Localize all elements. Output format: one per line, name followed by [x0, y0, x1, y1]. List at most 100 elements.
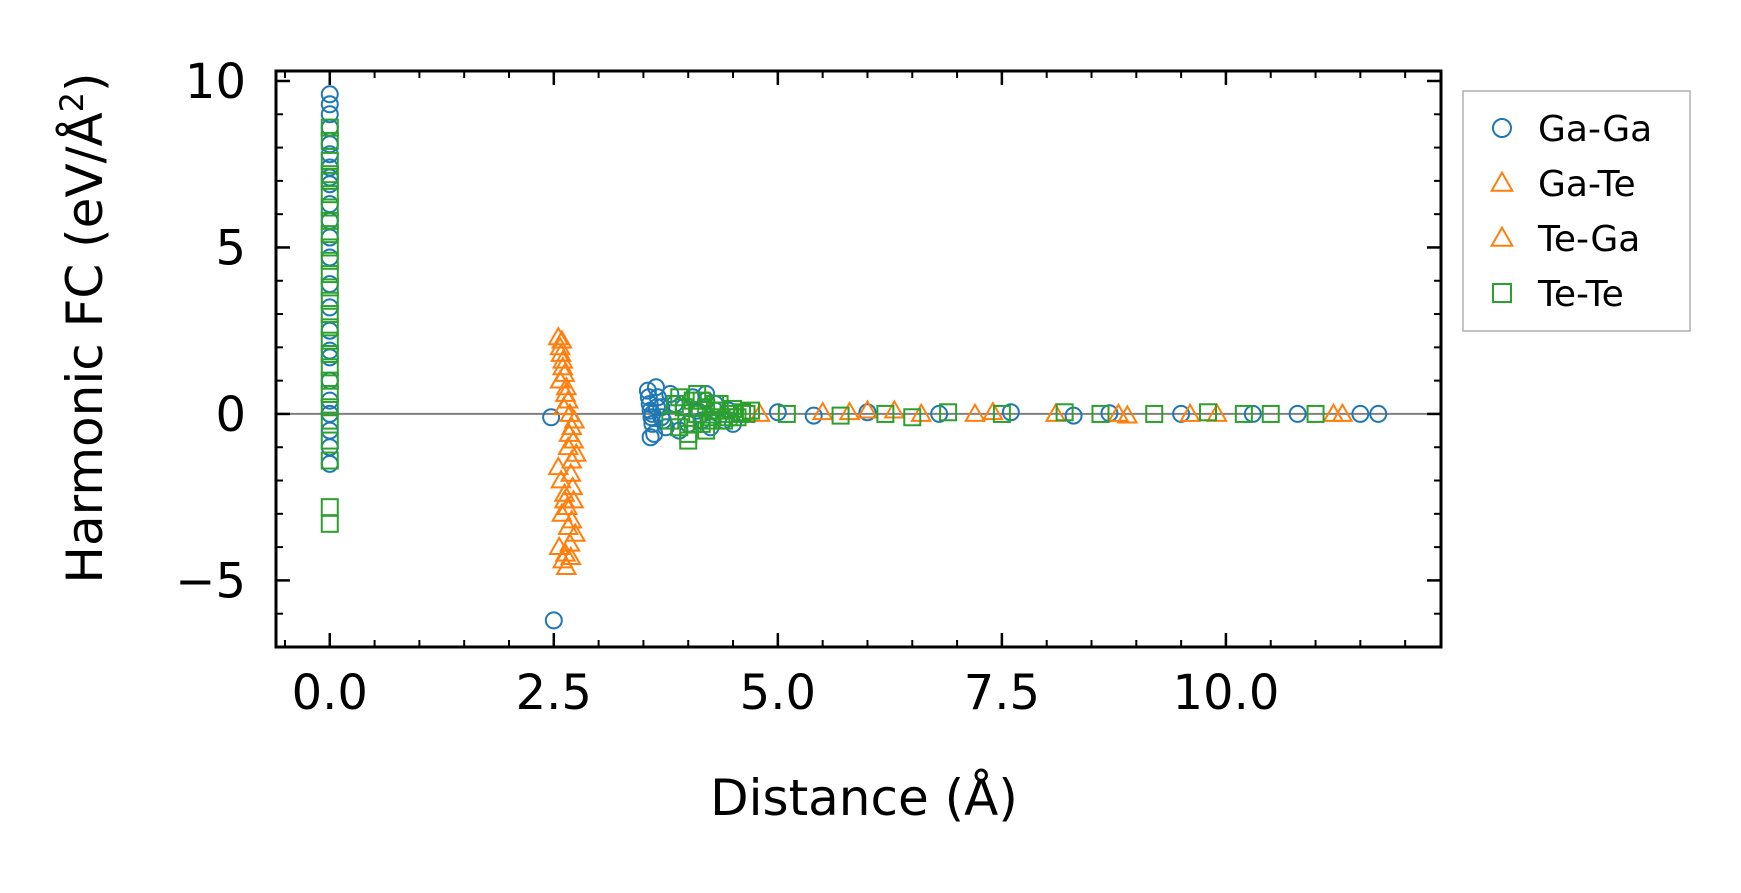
legend-box: [1462, 90, 1691, 332]
legend-item-ga-te: Ga-Te: [1489, 164, 1636, 205]
data-point-ga-te: [554, 542, 577, 562]
data-point-ga-te: [549, 369, 572, 389]
data-point-te-te: [876, 404, 895, 423]
data-point-te-te: [320, 371, 339, 390]
data-point-te-te: [1145, 404, 1164, 423]
x-tick-label: 0.0: [292, 665, 368, 721]
data-point-te-te: [741, 401, 760, 420]
data-point-te-te: [320, 358, 339, 377]
data-point-te-te: [903, 408, 922, 427]
data-point-ga-te: [547, 326, 570, 346]
data-point-te-ga: [563, 409, 586, 429]
data-point-ga-ga: [542, 408, 561, 427]
legend-marker-triangle: [1489, 225, 1515, 247]
data-point-te-te: [692, 391, 711, 410]
legend-marker-square: [1492, 283, 1512, 303]
data-point-te-te: [320, 131, 339, 150]
data-point-ga-ga: [1369, 404, 1388, 423]
y-tick-label: 5: [215, 220, 246, 276]
legend-label: Ga-Te: [1538, 164, 1636, 205]
y-axis-label-close: ): [56, 72, 114, 92]
data-point-ga-ga: [1172, 404, 1191, 423]
data-point-ga-ga: [544, 611, 563, 630]
data-point-te-te: [320, 514, 339, 533]
data-point-ga-te: [1179, 402, 1202, 422]
data-point-te-ga: [1116, 404, 1139, 424]
data-point-ga-ga: [320, 85, 339, 104]
y-tick-label: 10: [185, 54, 246, 110]
x-tick-label: 5.0: [740, 665, 816, 721]
data-point-te-te: [320, 384, 339, 403]
legend-item-te-te: Te-Te: [1492, 274, 1624, 315]
data-point-te-ga: [553, 489, 576, 509]
data-point-te-te: [697, 421, 716, 440]
data-point-te-te: [939, 403, 958, 422]
legend-label: Ga-Ga: [1538, 109, 1652, 150]
data-point-te-ga: [554, 382, 577, 402]
data-point-te-te: [320, 291, 339, 310]
data-point-te-te: [320, 151, 339, 170]
data-point-te-te: [670, 388, 689, 407]
data-point-te-te: [1306, 404, 1325, 423]
data-point-te-te: [831, 406, 850, 425]
x-tick-label: 2.5: [516, 665, 592, 721]
tick-labels: 0.0 2.5 5.0 7.5 10.0 −5 0 5 10: [175, 54, 1279, 721]
data-point-te-te: [320, 318, 339, 337]
data-point-te-te: [320, 118, 339, 137]
data-point-te-te: [777, 404, 796, 423]
data-point-ga-te: [552, 396, 575, 416]
data-point-ga-te: [964, 402, 986, 422]
data-point-ga-ga: [647, 398, 666, 417]
data-point-ga-te: [550, 502, 573, 522]
legend-marker-triangle: [1489, 170, 1515, 192]
data-point-ga-ga: [804, 406, 823, 425]
legend-label: Te-Te: [1537, 274, 1624, 315]
data-point-te-te: [320, 185, 339, 204]
x-tick-label: 7.5: [964, 665, 1040, 721]
legend: Ga-Ga Ga-Te Te-Ga Te-Te: [1462, 90, 1691, 332]
y-tick-label: −5: [175, 553, 246, 609]
data-point-ga-te: [559, 462, 582, 482]
data-point-te-te: [719, 408, 738, 427]
data-point-ga-ga: [643, 414, 662, 433]
data-point-ga-te: [557, 436, 580, 456]
plot-frame: [274, 69, 1443, 649]
data-point-te-te: [320, 451, 339, 470]
data-point-te-ga: [557, 515, 580, 536]
data-point-te-ga: [550, 329, 573, 349]
data-points: [320, 85, 1388, 630]
series-te-te: [320, 118, 1325, 533]
data-point-te-te: [1261, 404, 1280, 423]
data-point-te-te: [320, 411, 339, 430]
data-point-te-te: [688, 384, 707, 403]
data-point-ga-te: [561, 475, 584, 496]
plot-area: [276, 71, 1441, 647]
data-point-ga-ga: [858, 403, 877, 422]
data-point-te-te: [1199, 403, 1217, 422]
data-point-te-te: [320, 238, 339, 257]
data-point-te-ga: [559, 545, 582, 566]
data-point-te-ga: [811, 401, 834, 421]
data-point-te-ga: [551, 356, 574, 376]
data-point-ga-ga: [320, 105, 339, 124]
data-point-te-te: [320, 265, 339, 284]
data-point-ga-te: [564, 522, 587, 542]
data-point-ga-te: [555, 555, 578, 575]
data-point-te-te: [320, 211, 339, 230]
data-point-te-te: [320, 398, 339, 417]
data-point-te-te: [1091, 404, 1110, 423]
legend-item-ga-ga: Ga-Ga: [1492, 109, 1652, 150]
data-point-ga-ga: [1288, 404, 1307, 423]
y-tick-label: 0: [215, 387, 246, 443]
data-point-ga-ga: [646, 378, 665, 397]
data-point-te-te: [320, 225, 339, 244]
data-point-te-te: [1055, 403, 1074, 422]
data-point-te-te: [320, 431, 339, 450]
data-point-te-te: [683, 414, 702, 433]
y-axis-label: Harmonic FC (eV/Å2): [53, 72, 114, 583]
y-axis-label-superscript: 2: [53, 92, 91, 112]
data-point-te-te: [1234, 404, 1253, 423]
data-point-ga-ga: [656, 418, 675, 437]
legend-label: Te-Ga: [1537, 219, 1640, 260]
